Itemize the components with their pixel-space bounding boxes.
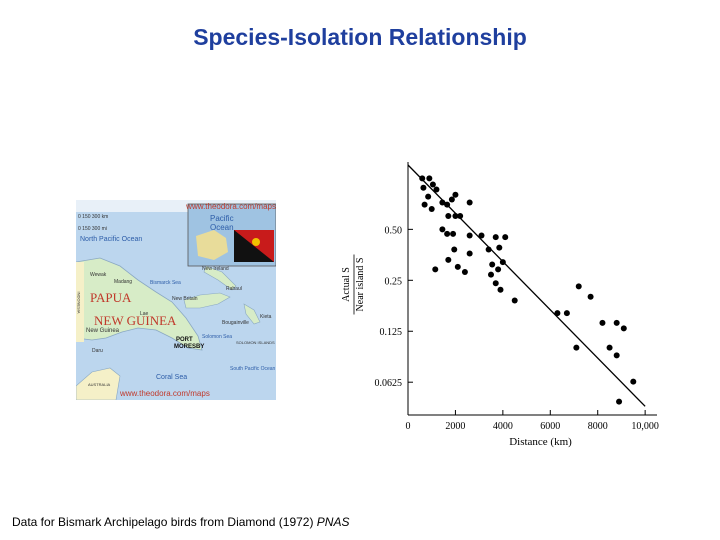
- data-point: [630, 378, 637, 385]
- scatter-chart: 0 2000 4000 6000 8000 10,000 0.50 0.25 0.125 0.06…: [330, 150, 670, 450]
- data-point: [620, 325, 627, 332]
- data-point: [432, 266, 439, 273]
- y-tick-label: 0.125: [380, 327, 403, 338]
- map-label-north-pacific: North Pacific Ocean: [80, 236, 143, 243]
- data-point: [426, 175, 433, 182]
- x-tick-label: 2000: [445, 421, 465, 432]
- data-point: [466, 199, 473, 206]
- data-point: [439, 199, 446, 206]
- data-point: [466, 250, 473, 257]
- map-label-country-line2: NEW GUINEA: [94, 313, 177, 328]
- data-point: [461, 268, 468, 275]
- data-point: [606, 344, 613, 351]
- data-point: [489, 261, 496, 268]
- data-point: [466, 232, 473, 239]
- y-tick-label: 0.25: [385, 276, 403, 287]
- map-label-capital-line2: MORESBY: [174, 344, 205, 350]
- data-point: [452, 191, 459, 198]
- data-point: [613, 319, 620, 326]
- map-label-australia: AUSTRALIA: [88, 382, 111, 387]
- map-label-rabaul: Rabaul: [226, 286, 242, 292]
- data-point: [448, 196, 455, 203]
- data-point: [554, 310, 561, 317]
- map-url-bottom: www.theodora.com/maps: [120, 389, 210, 398]
- x-tick-label: 10,000: [631, 421, 659, 432]
- map-label-madang: Madang: [114, 279, 133, 285]
- y-axis-label-numerator: Actual S: [341, 267, 352, 302]
- map-scale-km: 0 150 300 km: [78, 214, 109, 220]
- data-point: [425, 193, 432, 200]
- x-tick-label: 4000: [493, 421, 513, 432]
- map-graphic: [76, 200, 276, 400]
- data-point: [429, 181, 436, 188]
- map-label-indonesia: INDONESIA: [76, 291, 82, 314]
- slide-caption: Data for Bismark Archipelago birds from …: [12, 515, 349, 529]
- data-point: [563, 310, 570, 317]
- map-label-solomon-islands: SOLOMON ISLANDS: [236, 340, 275, 345]
- data-point: [439, 226, 446, 233]
- data-point: [496, 244, 503, 251]
- data-point: [452, 212, 459, 219]
- data-point: [478, 232, 485, 239]
- data-point: [573, 344, 580, 351]
- map-label-capital-line1: PORT: [176, 337, 193, 343]
- map-label-solomon-sea: Solomon Sea: [202, 334, 233, 340]
- data-point: [450, 230, 457, 237]
- map-label-bougainville: Bougainville: [222, 320, 249, 326]
- y-axis-label-denominator: Near island S: [355, 258, 366, 312]
- data-point: [457, 212, 464, 219]
- data-point: [454, 263, 461, 270]
- map-label-new-guinea: New Guinea: [86, 328, 120, 334]
- chart-svg: 0 2000 4000 6000 8000 10,000 0.50 0.25 0.125 0.06…: [341, 162, 659, 448]
- map-label-bismarck-sea: Bismarck Sea: [150, 280, 181, 286]
- data-point: [575, 283, 582, 290]
- map-label-new-ireland: New Ireland: [202, 266, 229, 272]
- data-point: [485, 246, 492, 253]
- data-point: [587, 293, 594, 300]
- y-tick-label: 0.0625: [375, 378, 403, 389]
- data-point: [444, 230, 451, 237]
- data-point: [495, 266, 502, 273]
- data-point: [428, 205, 435, 212]
- data-point: [451, 246, 458, 253]
- data-point: [502, 234, 509, 241]
- map-label-wewak: Wewak: [90, 272, 107, 278]
- map-label-lae: Lae: [140, 311, 149, 317]
- data-point: [492, 234, 499, 241]
- map-label-daru: Daru: [92, 348, 103, 354]
- y-tick-label: 0.50: [385, 225, 403, 236]
- data-point: [499, 259, 506, 266]
- map-label-inset-pacific: Pacific: [210, 214, 234, 223]
- data-point: [445, 256, 452, 263]
- data-point: [613, 352, 620, 359]
- data-point: [421, 201, 428, 208]
- data-point: [616, 398, 623, 405]
- data-point: [599, 319, 606, 326]
- map-label-kieta: Kieta: [260, 314, 272, 320]
- papua-new-guinea-map: www.theodora.com/maps 0 150 300 km 0 150…: [76, 200, 276, 400]
- data-point: [419, 175, 426, 182]
- data-point: [433, 186, 440, 193]
- data-point: [492, 280, 499, 287]
- map-label-coral-sea: Coral Sea: [156, 374, 188, 381]
- caption-text: Data for Bismark Archipelago birds from …: [12, 515, 317, 529]
- data-point: [445, 212, 452, 219]
- x-tick-label: 0: [406, 421, 411, 432]
- x-axis-label: Distance (km): [509, 436, 572, 448]
- data-point: [511, 297, 518, 304]
- x-tick-label: 8000: [588, 421, 608, 432]
- caption-journal: PNAS: [316, 515, 350, 529]
- map-label-south-pacific: South Pacific Ocean: [230, 366, 276, 372]
- map-url-top: www.theodora.com/maps: [186, 202, 276, 211]
- map-label-country-line1: PAPUA: [90, 290, 132, 305]
- data-point: [444, 201, 451, 208]
- map-label-new-britain: New Britain: [172, 296, 198, 302]
- slide-title: Species-Isolation Relationship: [193, 24, 527, 50]
- data-point: [497, 286, 504, 293]
- map-scale-mi: 0 150 300 mi: [78, 226, 107, 232]
- map-label-inset-ocean: Ocean: [210, 223, 234, 232]
- x-tick-label: 6000: [540, 421, 560, 432]
- data-point: [488, 271, 494, 278]
- data-point: [420, 184, 427, 191]
